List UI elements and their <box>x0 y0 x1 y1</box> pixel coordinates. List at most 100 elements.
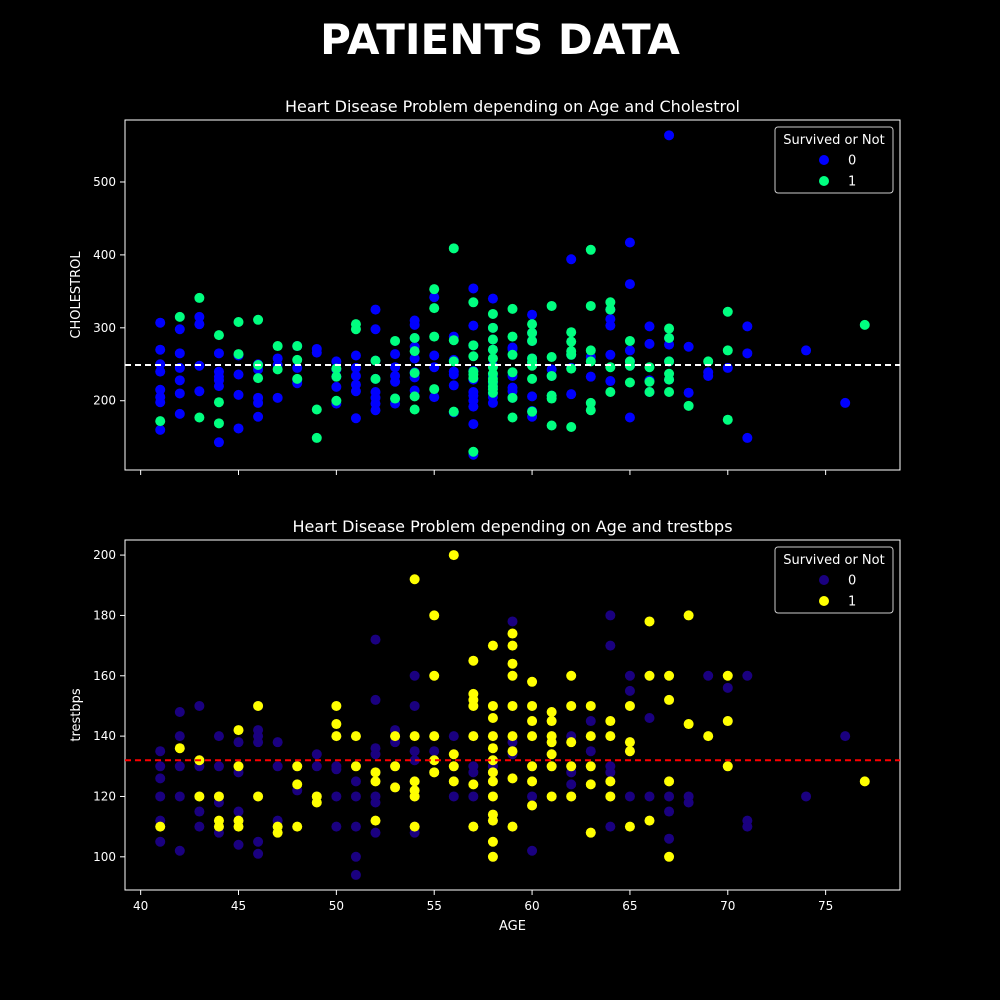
data-point-series-0 <box>370 749 381 760</box>
data-point-series-1 <box>624 377 635 388</box>
data-point-series-1 <box>487 353 498 364</box>
data-point-series-0 <box>350 350 361 361</box>
data-point-series-0 <box>350 386 361 397</box>
data-point-series-0 <box>683 341 694 352</box>
data-point-series-1 <box>487 322 498 333</box>
data-point-series-1 <box>585 356 596 367</box>
data-point-series-1 <box>292 341 303 352</box>
data-point-series-1 <box>429 731 440 742</box>
data-point-series-1 <box>213 330 224 341</box>
data-point-series-0 <box>350 821 361 832</box>
data-point-series-1 <box>507 700 518 711</box>
data-point-series-0 <box>624 345 635 356</box>
data-point-series-0 <box>331 381 342 392</box>
x-tick-label: 50 <box>329 899 344 913</box>
y-tick-label: 180 <box>93 608 116 622</box>
data-point-series-1 <box>664 323 675 334</box>
data-point-series-0 <box>174 388 185 399</box>
data-point-series-0 <box>664 833 675 844</box>
data-point-series-0 <box>331 821 342 832</box>
data-point-series-0 <box>605 640 616 651</box>
y-axis-label: CHOLESTROL <box>69 251 84 339</box>
data-point-series-0 <box>409 353 420 364</box>
data-point-series-1 <box>429 767 440 778</box>
data-point-series-1 <box>859 319 870 330</box>
data-point-series-1 <box>566 737 577 748</box>
data-point-series-0 <box>155 317 166 328</box>
data-point-series-1 <box>527 731 538 742</box>
data-point-series-1 <box>527 761 538 772</box>
data-point-series-0 <box>272 392 283 403</box>
data-point-series-1 <box>546 737 557 748</box>
data-point-series-0 <box>742 432 753 443</box>
y-tick-label: 160 <box>93 669 116 683</box>
data-point-series-1 <box>527 360 538 371</box>
data-point-series-0 <box>527 309 538 320</box>
data-point-series-1 <box>487 755 498 766</box>
data-point-series-0 <box>155 397 166 408</box>
data-point-series-1 <box>331 719 342 730</box>
data-point-series-1 <box>429 284 440 295</box>
data-point-series-1 <box>605 716 616 727</box>
data-point-series-0 <box>409 746 420 757</box>
data-point-series-0 <box>429 350 440 361</box>
data-point-series-0 <box>370 797 381 808</box>
data-point-series-0 <box>350 413 361 424</box>
data-point-series-1 <box>527 700 538 711</box>
data-point-series-1 <box>468 340 479 351</box>
data-point-series-0 <box>448 731 459 742</box>
data-point-series-0 <box>370 405 381 416</box>
data-point-series-1 <box>311 432 322 443</box>
data-point-series-0 <box>253 411 264 422</box>
data-point-series-0 <box>155 384 166 395</box>
data-point-series-0 <box>253 737 264 748</box>
data-point-series-1 <box>487 767 498 778</box>
data-point-series-1 <box>429 610 440 621</box>
data-point-series-0 <box>233 423 244 434</box>
data-point-series-1 <box>487 776 498 787</box>
data-point-series-1 <box>448 406 459 417</box>
data-point-series-1 <box>331 731 342 742</box>
data-point-series-1 <box>624 335 635 346</box>
data-point-series-1 <box>429 331 440 342</box>
y-tick-label: 200 <box>93 394 116 408</box>
data-point-series-1 <box>585 397 596 408</box>
data-point-series-1 <box>585 700 596 711</box>
data-point-series-1 <box>683 400 694 411</box>
data-point-series-0 <box>468 283 479 294</box>
data-point-series-1 <box>213 791 224 802</box>
data-point-series-1 <box>350 324 361 335</box>
data-point-series-1 <box>585 244 596 255</box>
data-point-series-0 <box>155 344 166 355</box>
data-point-series-0 <box>703 370 714 381</box>
data-point-series-1 <box>546 393 557 404</box>
data-point-series-1 <box>859 776 870 787</box>
data-point-series-0 <box>683 797 694 808</box>
legend-entry-1: 1 <box>848 175 856 190</box>
data-point-series-0 <box>253 848 264 859</box>
data-point-series-1 <box>468 731 479 742</box>
data-point-series-1 <box>174 743 185 754</box>
data-point-series-1 <box>722 306 733 317</box>
data-point-series-1 <box>370 767 381 778</box>
data-point-series-1 <box>605 791 616 802</box>
data-point-series-0 <box>350 791 361 802</box>
data-point-series-1 <box>527 676 538 687</box>
data-point-series-1 <box>527 327 538 338</box>
data-point-series-0 <box>409 670 420 681</box>
data-point-series-0 <box>605 349 616 360</box>
data-point-series-0 <box>566 389 577 400</box>
data-point-series-1 <box>664 851 675 862</box>
data-point-series-1 <box>487 743 498 754</box>
data-point-series-0 <box>468 419 479 430</box>
data-point-series-1 <box>624 700 635 711</box>
legend-title: Survived or Not <box>783 133 884 148</box>
data-point-series-1 <box>546 749 557 760</box>
data-point-series-0 <box>174 375 185 386</box>
data-point-series-1 <box>546 716 557 727</box>
data-point-series-0 <box>350 869 361 880</box>
data-point-series-1 <box>468 373 479 384</box>
data-point-series-1 <box>566 761 577 772</box>
data-point-series-1 <box>448 243 459 254</box>
data-point-series-1 <box>390 761 401 772</box>
